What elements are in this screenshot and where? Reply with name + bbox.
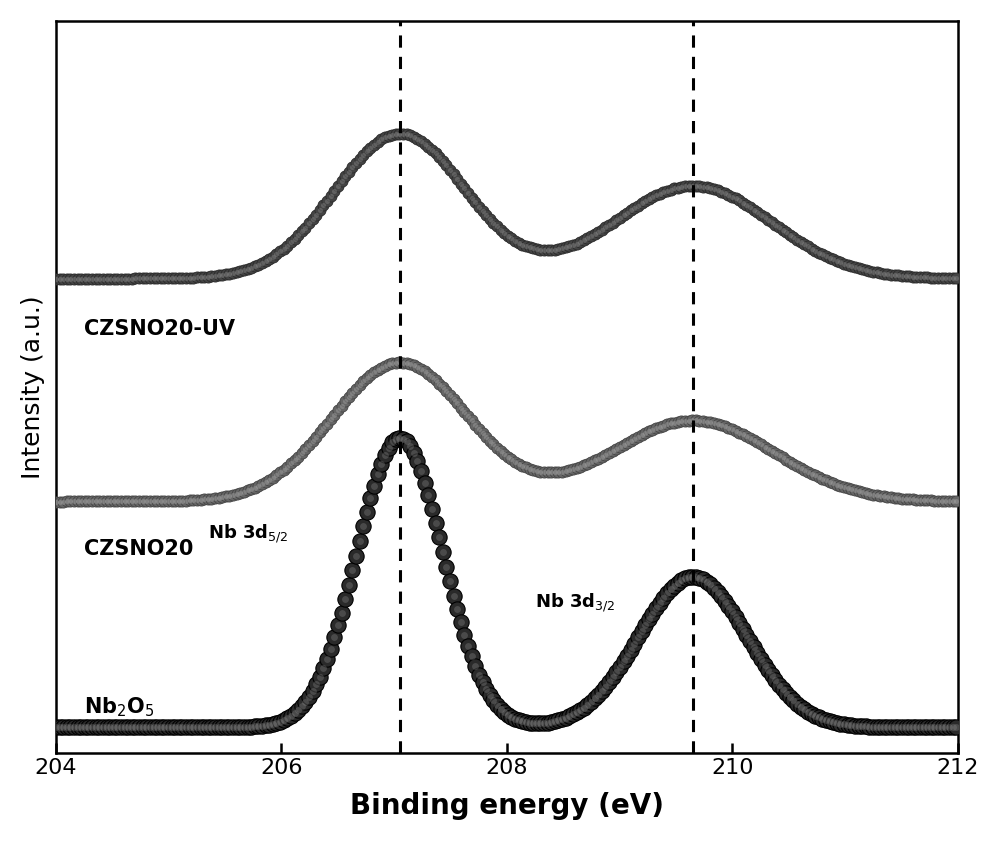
Text: Nb$_2$O$_5$: Nb$_2$O$_5$ xyxy=(84,696,155,719)
Y-axis label: Intensity (a.u.): Intensity (a.u.) xyxy=(21,295,45,479)
Text: Nb 3d$_{3/2}$: Nb 3d$_{3/2}$ xyxy=(535,591,616,614)
X-axis label: Binding energy (eV): Binding energy (eV) xyxy=(350,792,664,820)
Text: CZSNO20-UV: CZSNO20-UV xyxy=(84,319,235,339)
Text: CZSNO20: CZSNO20 xyxy=(84,539,194,559)
Text: Nb 3d$_{5/2}$: Nb 3d$_{5/2}$ xyxy=(208,522,289,545)
